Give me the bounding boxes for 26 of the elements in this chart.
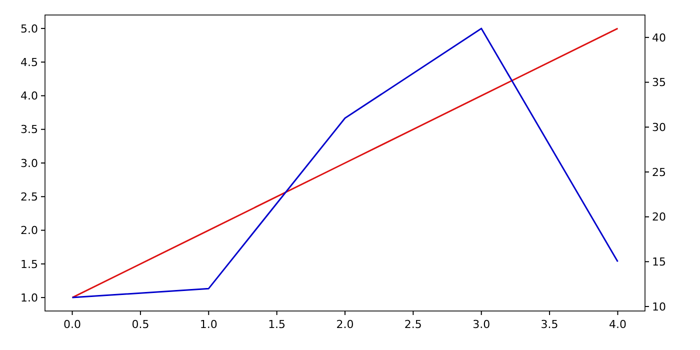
x-tick-label: 2.5: [404, 318, 422, 331]
y2-tick-label: 35: [652, 76, 666, 90]
y-tick-label: 1.0: [20, 291, 38, 304]
x-tick-label: 2.0: [336, 318, 354, 331]
y2-tick-label: 40: [652, 31, 666, 44]
x-tick-label: 3.5: [540, 318, 558, 331]
y-tick-label: 4.5: [20, 56, 38, 69]
y2-tick-label: 25: [652, 166, 666, 179]
y2-tick-label: 15: [652, 256, 666, 269]
x-tick-label: 0.0: [64, 318, 82, 331]
x-tick-label: 1.0: [200, 318, 218, 331]
y-tick-label: 3.0: [20, 156, 38, 170]
y-tick-label: 2.5: [20, 190, 38, 204]
y2-tick-label: 30: [652, 120, 666, 134]
y-tick-label: 2.0: [20, 224, 38, 238]
x-tick-label: 3.0: [472, 318, 490, 331]
y-tick-label: 3.5: [20, 123, 38, 136]
y-tick-label: 1.5: [20, 258, 38, 271]
y2-tick-label: 10: [652, 300, 666, 314]
x-tick-label: 1.5: [268, 318, 286, 331]
x-tick-label: 4.0: [608, 318, 626, 331]
y2-tick-label: 20: [652, 210, 666, 224]
y-tick-label: 4.0: [20, 90, 38, 103]
x-tick-label: 0.5: [132, 318, 150, 331]
line-series: [72, 28, 618, 298]
y-tick-label: 5.0: [20, 22, 38, 36]
